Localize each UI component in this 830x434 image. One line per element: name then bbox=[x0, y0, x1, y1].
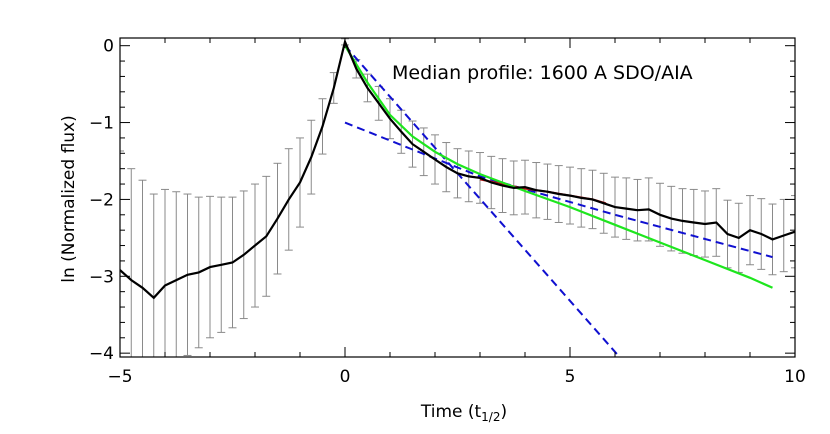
axes: −5 0 5 10 −4 −3 −2 −1 0 bbox=[89, 37, 806, 387]
plot-marks bbox=[120, 38, 795, 357]
y-axis-label: ln (Normalized flux) bbox=[59, 115, 79, 283]
fit-line-1 bbox=[344, 121, 773, 259]
x-axis-label-end: ) bbox=[500, 402, 507, 422]
plot-area bbox=[120, 38, 795, 357]
fit-line-3 bbox=[344, 45, 773, 289]
y-tick-label: −4 bbox=[89, 344, 114, 364]
x-tick-label: 10 bbox=[784, 367, 806, 387]
x-tick-label: −5 bbox=[107, 367, 132, 387]
x-axis-label-main: Time (t bbox=[420, 402, 482, 422]
x-tick-label: 0 bbox=[340, 367, 351, 387]
y-tick-label: −1 bbox=[89, 114, 114, 134]
chart-annotation: Median profile: 1600 A SDO/AIA bbox=[392, 62, 693, 84]
fit-line-0 bbox=[344, 45, 621, 357]
median-profile-line bbox=[120, 38, 795, 300]
y-tick-label: −3 bbox=[89, 267, 114, 287]
y-tick-label: 0 bbox=[103, 37, 114, 57]
x-tick-label: 5 bbox=[565, 367, 576, 387]
x-axis-label-sub: 1/2 bbox=[481, 410, 500, 424]
x-axis-label: Time (t1/2) bbox=[420, 402, 507, 424]
error-bar bbox=[120, 150, 124, 357]
error-bar bbox=[791, 195, 795, 269]
y-tick-label: −2 bbox=[89, 190, 114, 210]
plot-frame bbox=[119, 37, 796, 358]
